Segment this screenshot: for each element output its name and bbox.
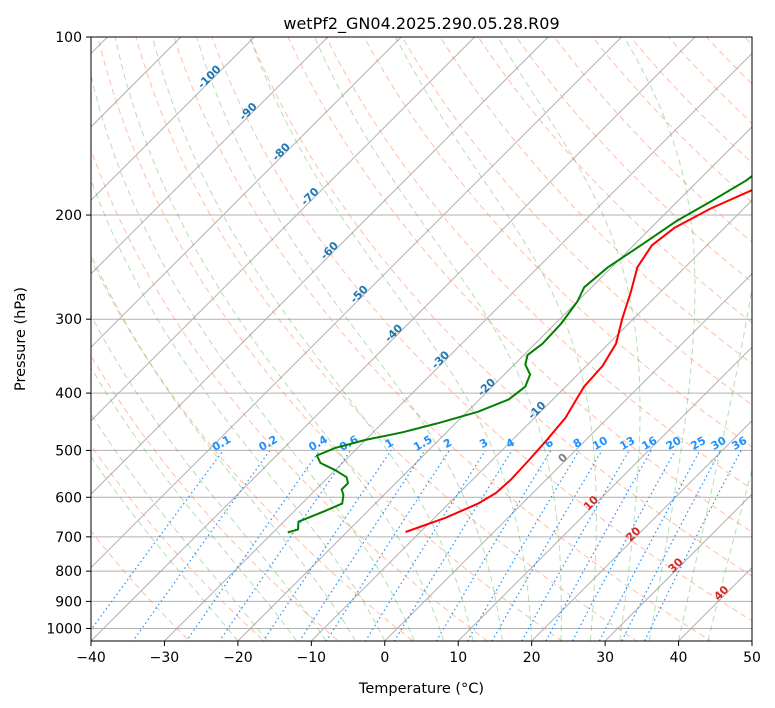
y-tick-label: 400 bbox=[55, 386, 82, 402]
plot-area: 0.1 0.2 0.4 0.6 1 1.5 2 3 4 6 8 10 13 16 20 25 30 36-100-… bbox=[91, 37, 752, 641]
dry-adiabat bbox=[591, 37, 752, 203]
mixing-ratio-line bbox=[364, 450, 487, 641]
isotherm-gridline bbox=[91, 37, 623, 569]
isotherm-gridline bbox=[384, 273, 752, 641]
moist-adiabat bbox=[678, 284, 752, 641]
y-tick-label: 800 bbox=[55, 564, 82, 580]
temperature-profile bbox=[405, 189, 752, 533]
moist-adiabat bbox=[623, 37, 696, 641]
mixing-ratio-line bbox=[491, 450, 603, 641]
isotherm-gridline bbox=[91, 37, 402, 348]
moist-adiabat bbox=[151, 37, 474, 641]
x-tick-label: −40 bbox=[76, 650, 106, 666]
chart-title: wetPf2_GN04.2025.290.05.28.R09 bbox=[283, 14, 559, 34]
moist-adiabat bbox=[707, 467, 752, 641]
x-tick-label: 50 bbox=[743, 650, 761, 666]
x-tick-label: 0 bbox=[380, 650, 389, 666]
isotherm-gridline bbox=[91, 37, 696, 641]
mixing-ratio-line bbox=[185, 450, 321, 641]
isotherm-gridline bbox=[91, 37, 476, 422]
x-tick-label: −30 bbox=[150, 650, 180, 666]
y-tick-label: 900 bbox=[55, 594, 82, 610]
mixing-ratio-line bbox=[621, 450, 721, 641]
x-tick-label: 20 bbox=[523, 650, 541, 666]
isotherm-gridline bbox=[310, 199, 752, 641]
y-tick-label: 100 bbox=[55, 30, 82, 46]
y-axis: 100 200 300 400 500 600 700 800 900 1000 bbox=[46, 30, 91, 637]
dry-adiabat bbox=[553, 37, 752, 243]
x-tick-label: −20 bbox=[223, 650, 253, 666]
y-tick-label: 1000 bbox=[46, 621, 82, 637]
isotherm-gridline bbox=[91, 37, 256, 202]
mixing-ratio-line bbox=[435, 450, 552, 641]
mixing-ratio-line bbox=[598, 450, 701, 641]
mixing-ratio-line bbox=[91, 450, 224, 631]
dry-adiabat bbox=[249, 37, 752, 577]
moist-adiabat bbox=[395, 37, 597, 641]
moist-adiabat bbox=[91, 73, 415, 641]
moist-adiabat bbox=[91, 314, 327, 641]
mixing-ratio-line bbox=[643, 450, 742, 641]
isotherm-gridline bbox=[604, 493, 752, 641]
moist-adiabat bbox=[114, 37, 444, 641]
dry-adiabat bbox=[211, 37, 752, 622]
background-lines bbox=[91, 37, 752, 641]
isotherm-gridline bbox=[530, 419, 752, 641]
dry-adiabat bbox=[91, 258, 414, 641]
y-tick-label: 600 bbox=[55, 490, 82, 506]
y-axis-title: Pressure (hPa) bbox=[13, 287, 29, 391]
mixing-ratio-line bbox=[132, 450, 271, 641]
dry-adiabat bbox=[97, 37, 563, 641]
y-tick-label: 200 bbox=[55, 208, 82, 224]
x-tick-label: −10 bbox=[297, 650, 327, 666]
y-tick-label: 700 bbox=[55, 530, 82, 546]
dry-adiabat bbox=[439, 37, 752, 365]
moist-adiabat bbox=[91, 253, 356, 641]
isotherm-gridline bbox=[91, 37, 329, 275]
isotherm-gridline bbox=[163, 52, 752, 641]
y-tick-label: 500 bbox=[55, 443, 82, 459]
moist-adiabat bbox=[91, 455, 239, 641]
y-tick-label: 300 bbox=[55, 312, 82, 328]
dry-adiabat bbox=[629, 37, 752, 164]
dry-adiabat bbox=[401, 37, 752, 406]
profile-series bbox=[287, 174, 752, 534]
x-axis-title: Temperature (°C) bbox=[358, 681, 484, 697]
dry-adiabat bbox=[325, 37, 752, 490]
dry-adiabat bbox=[91, 530, 191, 641]
moist-adiabat bbox=[314, 37, 562, 641]
x-tick-label: 40 bbox=[670, 650, 688, 666]
isotherm-gridline bbox=[237, 126, 752, 641]
moist-adiabat bbox=[196, 37, 503, 641]
dry-adiabat bbox=[173, 37, 712, 641]
dewpoint-profile bbox=[287, 174, 752, 534]
dry-adiabat bbox=[91, 444, 265, 641]
moist-adiabat bbox=[91, 366, 298, 641]
dry-adiabat bbox=[91, 148, 489, 641]
mixing-ratio-line bbox=[393, 450, 513, 641]
dry-adiabat bbox=[287, 37, 752, 533]
isotherm-gridline bbox=[91, 37, 549, 495]
isotherm-gridline bbox=[457, 346, 752, 641]
isotherm-gridline bbox=[91, 37, 182, 128]
mixing-ratio-line bbox=[262, 450, 392, 641]
x-tick-label: 30 bbox=[596, 650, 614, 666]
moist-adiabat bbox=[497, 37, 641, 641]
dry-adiabat bbox=[135, 37, 638, 641]
plot-frame bbox=[90, 36, 753, 642]
moist-adiabat bbox=[91, 413, 268, 641]
x-tick-label: 10 bbox=[449, 650, 467, 666]
x-axis: −40 −30 −20 −10 0 10 20 30 40 50 bbox=[76, 641, 761, 666]
dry-adiabat bbox=[667, 37, 752, 125]
moist-adiabat bbox=[249, 37, 533, 641]
mixing-ratio-line bbox=[218, 450, 352, 641]
